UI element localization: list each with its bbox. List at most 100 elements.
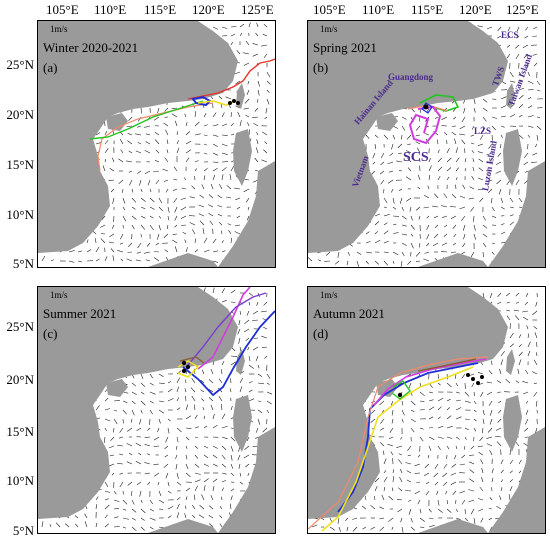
- current-arrow: [393, 135, 395, 139]
- current-arrow: [454, 138, 456, 144]
- current-arrow: [150, 207, 155, 210]
- current-arrow: [261, 336, 267, 338]
- current-arrow: [146, 260, 150, 261]
- current-arrow: [186, 150, 191, 153]
- current-arrow: [140, 491, 141, 497]
- current-arrow: [199, 515, 204, 518]
- current-arrow: [228, 224, 231, 225]
- current-arrow: [388, 180, 393, 183]
- current-arrow: [478, 509, 483, 511]
- current-arrow: [528, 72, 530, 76]
- land-east: [218, 161, 275, 267]
- current-arrow: [165, 250, 168, 252]
- current-arrow: [177, 398, 179, 402]
- current-arrow: [463, 185, 465, 189]
- current-arrow: [391, 144, 393, 149]
- current-arrow: [120, 243, 123, 244]
- current-arrow: [501, 106, 506, 108]
- current-arrow: [262, 160, 268, 162]
- current-arrow: [137, 428, 141, 431]
- current-arrow: [231, 406, 232, 410]
- current-arrow: [154, 252, 159, 253]
- current-arrow: [222, 446, 226, 450]
- current-arrow: [123, 518, 129, 519]
- current-arrow: [375, 144, 376, 149]
- current-arrow: [213, 239, 216, 243]
- current-arrow: [254, 338, 258, 339]
- current-arrow: [510, 449, 511, 455]
- current-arrow: [384, 470, 386, 473]
- current-arrow: [262, 347, 267, 348]
- current-arrow: [481, 459, 484, 464]
- current-arrow: [136, 443, 141, 446]
- current-arrow: [429, 437, 434, 440]
- current-arrow: [375, 221, 379, 225]
- current-arrow: [78, 251, 82, 252]
- current-arrow: [159, 207, 163, 211]
- current-arrow: [354, 508, 357, 509]
- current-arrow: [446, 491, 448, 494]
- current-arrow: [499, 369, 501, 374]
- current-arrow: [209, 397, 213, 401]
- current-arrow: [345, 518, 348, 521]
- current-arrow: [519, 334, 521, 338]
- current-arrow: [535, 332, 537, 338]
- current-arrow: [447, 158, 451, 162]
- current-arrow: [473, 158, 474, 162]
- current-arrow: [244, 189, 249, 192]
- current-arrow: [114, 508, 119, 509]
- current-arrow: [380, 171, 384, 174]
- current-arrow: [213, 153, 218, 155]
- land-borneo: [148, 253, 218, 267]
- current-arrow: [191, 388, 195, 392]
- current-arrow: [525, 171, 528, 173]
- current-arrow: [195, 161, 199, 163]
- current-arrow: [123, 401, 127, 403]
- current-arrow: [501, 351, 505, 356]
- current-arrow: [132, 198, 136, 202]
- current-arrow: [523, 392, 528, 394]
- current-arrow: [213, 251, 218, 252]
- current-arrow: [150, 383, 154, 385]
- current-arrow: [222, 464, 226, 467]
- current-arrow: [456, 408, 461, 411]
- current-arrow: [402, 401, 403, 405]
- current-arrow: [141, 198, 146, 202]
- current-arrow: [202, 495, 205, 501]
- current-arrow: [469, 198, 474, 199]
- current-arrow: [267, 401, 272, 404]
- current-arrow: [353, 527, 357, 531]
- current-arrow: [195, 250, 198, 253]
- current-arrow: [150, 518, 156, 520]
- panel-label: (c): [43, 326, 57, 342]
- current-arrow: [326, 252, 330, 256]
- current-arrow: [75, 524, 78, 527]
- current-arrow: [396, 446, 402, 448]
- current-arrow: [393, 232, 399, 234]
- current-arrow: [465, 509, 466, 514]
- current-arrow: [384, 223, 387, 225]
- current-arrow: [411, 518, 413, 522]
- current-arrow: [113, 255, 114, 261]
- current-arrow: [429, 509, 432, 512]
- current-arrow: [231, 290, 235, 293]
- panel-label: (d): [313, 326, 328, 342]
- current-arrow: [532, 36, 537, 37]
- current-arrow: [370, 505, 375, 509]
- current-arrow: [128, 252, 133, 253]
- current-arrow: [159, 216, 161, 219]
- current-arrow: [537, 126, 541, 130]
- current-arrow: [381, 162, 385, 165]
- current-arrow: [454, 455, 456, 459]
- current-arrow: [478, 152, 483, 153]
- current-arrow: [213, 27, 218, 29]
- current-arrow: [123, 509, 126, 510]
- current-arrow: [384, 261, 388, 265]
- current-arrow: [497, 381, 501, 384]
- current-arrow: [246, 198, 249, 202]
- map-svg-d: [308, 287, 545, 533]
- current-arrow: [434, 234, 438, 238]
- current-arrow: [465, 518, 468, 521]
- current-arrow: [120, 428, 123, 433]
- current-arrow: [471, 207, 475, 211]
